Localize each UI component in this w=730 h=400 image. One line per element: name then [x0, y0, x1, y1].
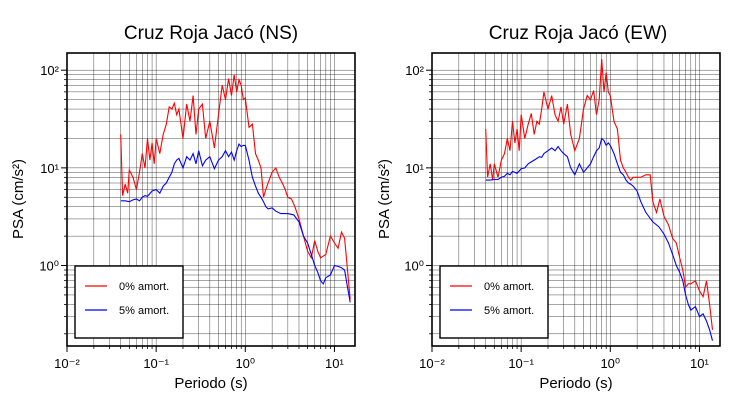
y-tick-label: 10⁰	[404, 259, 424, 274]
x-tick-label: 10⁰	[600, 356, 620, 371]
legend-box	[74, 265, 184, 339]
y-tick-label: 10¹	[405, 161, 424, 176]
y-tick-label: 10²	[405, 63, 424, 78]
x-tick-label: 10⁻¹	[143, 356, 169, 371]
plot-frame	[431, 52, 721, 347]
chart-title: Cruz Roja Jacó (NS)	[124, 23, 298, 44]
ticks: 10⁻² 10⁻¹ 10⁰ 10¹ 10⁰ 10¹ 10²	[39, 63, 344, 371]
legend-label: 5% amort.	[484, 305, 534, 317]
chart-panel-ew: 10⁻² 10⁻¹ 10⁰ 10¹ 10⁰ 10¹ 10² 0% amort. 5% amort…	[376, 23, 721, 392]
y-axis-label: PSA (cm/s²)	[10, 159, 27, 239]
legend-box	[439, 265, 549, 339]
y-axis-label: PSA (cm/s²)	[376, 159, 393, 239]
x-tick-label: 10¹	[325, 356, 344, 371]
x-tick-label: 10¹	[690, 356, 709, 371]
legend-label: 0% amort.	[484, 281, 534, 293]
y-tick-label: 10¹	[40, 161, 59, 176]
y-tick-label: 10²	[40, 63, 59, 78]
series-line-amort-5	[485, 137, 714, 341]
legend: 0% amort. 5% amort.	[439, 265, 549, 339]
series-line-amort-0	[120, 74, 351, 300]
plot-frame	[66, 52, 356, 347]
x-tick-label: 10⁻²	[419, 356, 445, 371]
chart-panel-ns: 10⁻² 10⁻¹ 10⁰ 10¹ 10⁰ 10¹ 10² 0% amort. 5% amort…	[10, 23, 356, 392]
legend: 0% amort. 5% amort.	[74, 265, 184, 339]
x-axis-label: Periodo (s)	[539, 375, 612, 392]
x-tick-label: 10⁰	[235, 356, 255, 371]
x-axis-label: Periodo (s)	[174, 375, 247, 392]
x-tick-label: 10⁻²	[54, 356, 80, 371]
legend-label: 0% amort.	[119, 281, 169, 293]
legend-label: 5% amort.	[119, 305, 169, 317]
series-line-amort-0	[485, 59, 714, 330]
chart-title: Cruz Roja Jacó (EW)	[489, 23, 667, 44]
ticks: 10⁻² 10⁻¹ 10⁰ 10¹ 10⁰ 10¹ 10²	[404, 63, 709, 371]
y-tick-label: 10⁰	[39, 259, 59, 274]
grid	[66, 53, 355, 346]
x-tick-label: 10⁻¹	[508, 356, 534, 371]
series-line-amort-5	[120, 143, 351, 303]
